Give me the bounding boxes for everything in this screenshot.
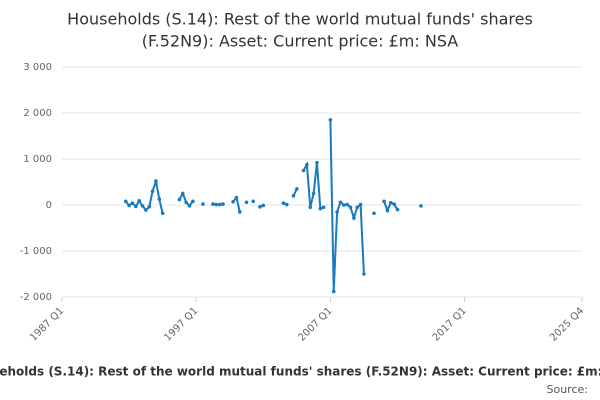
- point: [315, 160, 319, 165]
- point: [281, 201, 286, 205]
- y-tick-label: 1 000: [23, 154, 52, 165]
- point: [385, 208, 390, 213]
- point: [217, 202, 222, 207]
- point: [214, 202, 219, 207]
- point: [191, 199, 195, 204]
- point: [238, 210, 242, 214]
- point: [308, 205, 313, 210]
- y-tick-label: -2 000: [20, 292, 52, 303]
- point: [134, 204, 138, 209]
- point: [388, 200, 393, 205]
- point: [160, 211, 165, 216]
- point: [187, 204, 192, 208]
- point: [157, 197, 162, 201]
- point: [348, 205, 353, 210]
- point: [362, 272, 366, 276]
- point: [130, 201, 135, 205]
- point: [211, 202, 215, 206]
- footer-title: Households (S.14): Rest of the world mut…: [0, 365, 600, 379]
- point: [127, 203, 131, 208]
- point: [372, 211, 376, 216]
- x-tick-label: 1987 Q1: [28, 305, 66, 343]
- y-tick-label: -1 000: [20, 246, 52, 257]
- point: [244, 200, 249, 205]
- point: [295, 187, 299, 191]
- y-tick-label: 3 000: [23, 62, 52, 73]
- point: [301, 168, 306, 173]
- point: [352, 216, 356, 220]
- line: [302, 161, 325, 211]
- x-tick-label: 2007 Q1: [297, 305, 335, 343]
- point: [311, 191, 316, 196]
- point: [338, 200, 343, 205]
- y-tick-label: 0: [46, 200, 52, 211]
- point: [335, 210, 339, 214]
- point: [221, 202, 225, 206]
- point: [184, 200, 188, 205]
- point: [358, 202, 363, 207]
- point: [144, 208, 148, 212]
- point: [261, 203, 266, 208]
- point: [150, 189, 155, 193]
- point: [395, 207, 400, 212]
- point: [318, 206, 323, 211]
- point: [140, 204, 145, 208]
- point: [234, 195, 239, 200]
- point: [419, 204, 423, 208]
- point: [342, 203, 346, 207]
- line: [124, 180, 164, 214]
- point: [345, 202, 349, 207]
- point: [180, 191, 185, 196]
- point: [154, 179, 158, 183]
- point: [392, 202, 396, 206]
- line: [178, 191, 194, 208]
- chart-title: Households (S.14): Rest of the world mut…: [67, 10, 533, 29]
- point: [355, 205, 360, 210]
- source: Source:: [547, 383, 589, 396]
- point: [382, 199, 386, 204]
- point: [177, 197, 182, 202]
- point: [123, 199, 128, 204]
- point: [251, 199, 256, 204]
- x-tick-label: 2025 Q4: [548, 305, 586, 343]
- point: [147, 205, 152, 209]
- x-tick-label: 2017 Q1: [431, 305, 469, 343]
- point: [328, 118, 333, 122]
- x-tick-label: 1997 Q1: [162, 305, 200, 343]
- point: [258, 205, 262, 209]
- point: [137, 199, 141, 203]
- point: [321, 205, 326, 210]
- point: [284, 202, 289, 207]
- chart-title: (F.52N9): Asset: Current price: £m: NSA: [142, 32, 459, 51]
- point: [331, 289, 336, 294]
- point: [231, 199, 235, 204]
- point: [291, 194, 296, 198]
- y-tick-label: 2 000: [23, 108, 52, 119]
- point: [305, 162, 309, 167]
- point: [201, 202, 205, 206]
